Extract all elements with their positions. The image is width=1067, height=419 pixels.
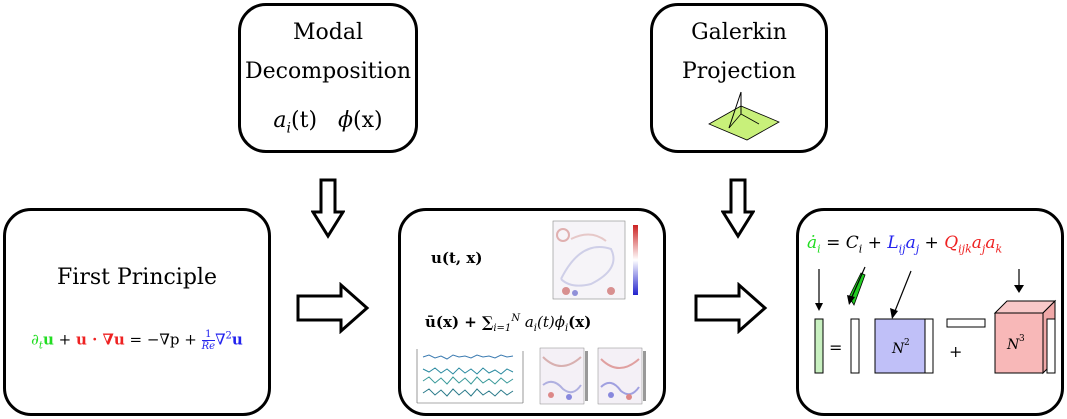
rom-Q-sub: ijk xyxy=(958,242,972,256)
modal-a-sub: i xyxy=(286,120,292,137)
modal-a-arg: (t) xyxy=(291,108,318,133)
first-principle-box: First Principle ∂tu + u · ∇u = −∇p + 1 Re… xyxy=(3,208,271,416)
modal-title-line1: Modal xyxy=(292,20,363,45)
rom-adot: ȧ xyxy=(807,233,818,253)
n3-label: N xyxy=(1006,337,1020,353)
eq-frac-num: 1 xyxy=(201,329,216,341)
galerkin-title-line2: Projection xyxy=(681,59,797,84)
eq-plus: + xyxy=(53,330,76,349)
eq-advection: u · ∇u xyxy=(75,330,125,349)
eq-frac-den: Re xyxy=(201,341,216,352)
rom-ak: a xyxy=(985,233,996,253)
rom-aj2: a xyxy=(971,233,982,253)
rom-adot-sub: i xyxy=(817,242,821,256)
right-arrow-1 xyxy=(296,282,370,334)
expansion-label: ū(x) + ∑i=1N ai(t)ϕi(x) xyxy=(425,313,591,334)
eq-laplacian-sup: 2 xyxy=(225,330,232,342)
modal-title-line2: Decomposition xyxy=(244,59,412,84)
eq-rhs: = −∇p + xyxy=(124,330,202,349)
n2-label: N xyxy=(891,341,905,357)
modal-phi-arg: (x) xyxy=(353,108,383,133)
rom-ak-sub: k xyxy=(995,242,1003,256)
rom-L: L xyxy=(887,233,899,253)
rom-equation: ȧi = Ci + Lijaj + Qijkajak xyxy=(807,233,1002,255)
eq-laplacian: ∇ xyxy=(215,330,226,349)
n2-sup: 2 xyxy=(904,338,910,348)
first-principle-title: First Principle xyxy=(57,265,217,290)
field-label: u(t, x) xyxy=(431,249,482,267)
eq-partial-sub: t xyxy=(38,340,43,352)
rom-tensor-diagram: = N 2 + N 3 xyxy=(814,266,1057,375)
rom-aj-sub: j xyxy=(915,242,920,256)
snapshot-box: u(t, x) ū(x) + ∑i=1N ai(t)ϕi(x) xyxy=(398,208,666,416)
rom-C-sub: i xyxy=(858,242,863,256)
mode-shape-image-1 xyxy=(539,347,588,405)
modal-decomposition-box: Modal Decomposition ai(t) ϕ(x) xyxy=(238,3,418,153)
rom-C: C xyxy=(845,233,859,253)
tensor-equals: = xyxy=(829,338,842,357)
rom-L-sub: ij xyxy=(898,242,906,256)
modal-a-symbol: a xyxy=(273,108,287,133)
projection-plane-icon xyxy=(708,91,780,141)
rom-plus2: + xyxy=(919,233,945,253)
right-arrow-2 xyxy=(694,282,768,334)
expansion-x: (x) xyxy=(568,313,592,331)
expansion-a: a xyxy=(524,313,534,331)
tensor-plus: + xyxy=(949,342,962,361)
navier-stokes-equation: ∂tu + u · ∇u = −∇p + 1 Re ∇2u xyxy=(6,329,268,352)
modal-phi-symbol: ϕ xyxy=(338,108,354,133)
rom-plus1: + xyxy=(862,233,888,253)
sum-lower: i=1 xyxy=(493,323,512,334)
rom-box: ȧi = Ci + Lijaj + Qijkajak = N 2 + xyxy=(796,208,1064,416)
galerkin-title-line1: Galerkin xyxy=(691,20,787,45)
rom-aj2-sub: j xyxy=(981,242,986,256)
flow-snapshot-image xyxy=(552,220,638,300)
rom-aj: a xyxy=(905,233,916,253)
rom-eq: = xyxy=(820,233,846,253)
n3-sup: 3 xyxy=(1019,334,1025,344)
sum-upper: N xyxy=(511,313,521,324)
expansion-a-sub: i xyxy=(533,323,537,334)
down-arrow-modal xyxy=(311,178,345,239)
expansion-mean: ū(x) + ∑ xyxy=(425,313,494,331)
rom-Q: Q xyxy=(944,233,959,253)
expansion-phi: (t)ϕ xyxy=(537,313,565,331)
galerkin-projection-box: Galerkin Projection xyxy=(650,3,828,153)
temporal-coefficients-plot xyxy=(416,349,524,404)
expansion-phi-sub: i xyxy=(564,323,569,334)
down-arrow-galerkin xyxy=(721,178,755,239)
modal-symbols: ai(t) ϕ(x) xyxy=(241,108,415,136)
mode-shape-image-2 xyxy=(597,347,646,405)
field-label-text: u(t, x) xyxy=(431,249,483,267)
eq-u1: u xyxy=(42,330,54,349)
eq-partial: ∂ xyxy=(31,330,39,349)
eq-u-last: u xyxy=(231,330,243,349)
